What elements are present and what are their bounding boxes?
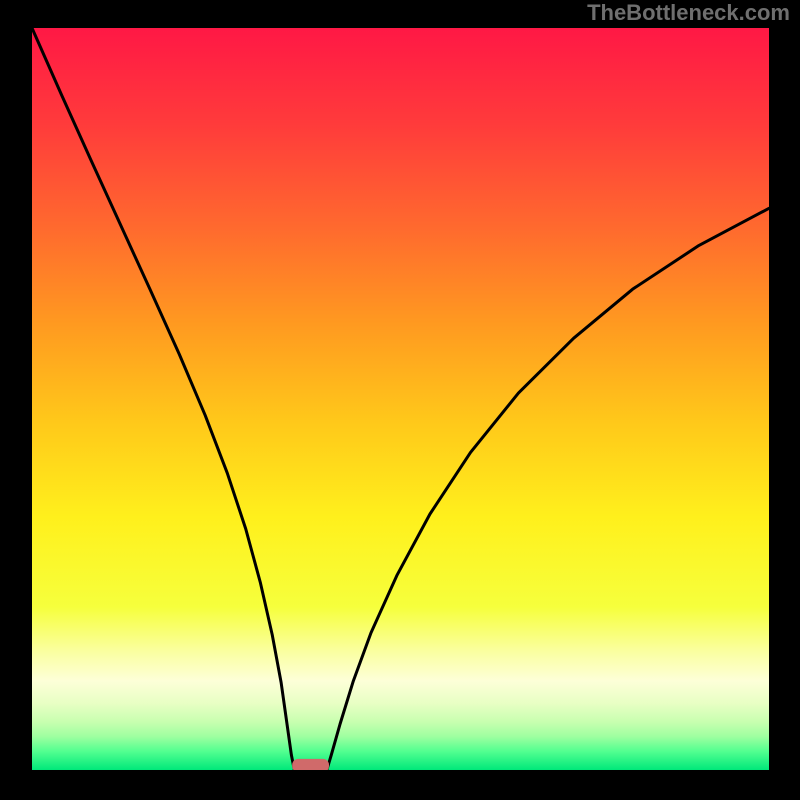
optimal-marker <box>292 759 329 770</box>
stage: TheBottleneck.com <box>0 0 800 800</box>
bottleneck-chart <box>32 28 769 770</box>
attribution-label: TheBottleneck.com <box>587 0 790 26</box>
plot-background <box>32 28 769 770</box>
